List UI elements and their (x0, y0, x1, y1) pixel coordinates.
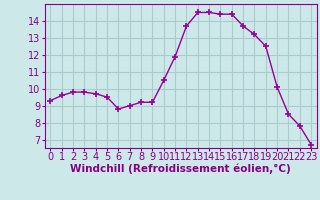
X-axis label: Windchill (Refroidissement éolien,°C): Windchill (Refroidissement éolien,°C) (70, 164, 291, 174)
